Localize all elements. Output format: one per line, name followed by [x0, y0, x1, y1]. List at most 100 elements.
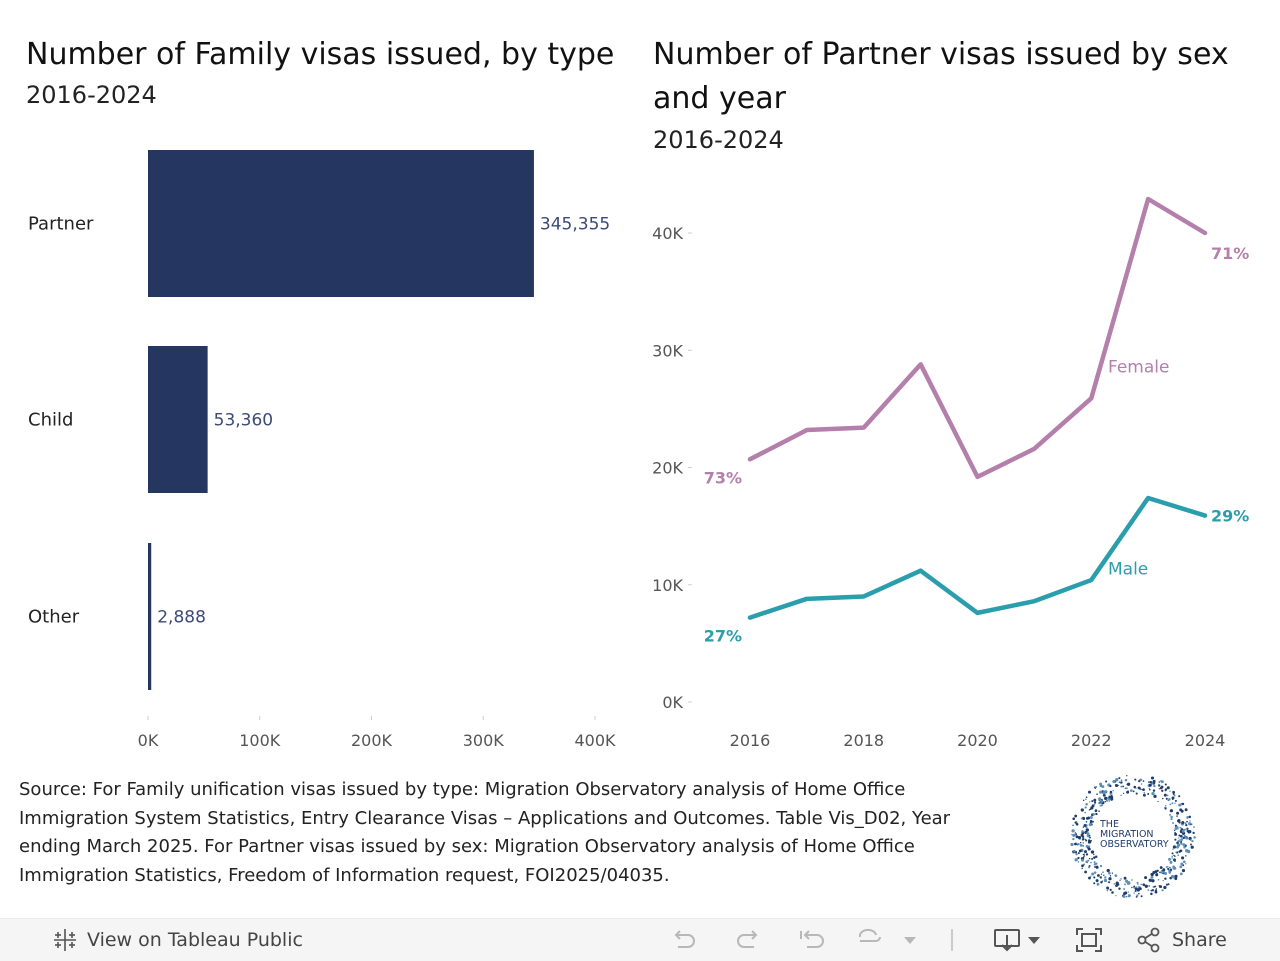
- logo-dot: [1106, 887, 1109, 890]
- line-series-name-label: Female: [1108, 358, 1169, 378]
- logo-dot: [1164, 794, 1167, 797]
- logo-dot: [1192, 832, 1194, 834]
- logo-dot: [1131, 887, 1132, 888]
- logo-dot: [1105, 790, 1108, 793]
- logo-dot: [1123, 888, 1125, 890]
- toolbar-divider: [950, 919, 954, 961]
- logo-dot: [1160, 866, 1163, 869]
- logo-dot: [1165, 808, 1167, 810]
- logo-dot: [1173, 867, 1176, 870]
- logo-dot: [1180, 838, 1183, 841]
- logo-dot: [1117, 883, 1119, 885]
- logo-dot: [1096, 793, 1098, 795]
- fullscreen-button[interactable]: [1074, 919, 1104, 961]
- logo-dot: [1080, 844, 1083, 847]
- redo-button[interactable]: [734, 919, 762, 961]
- logo-dot: [1095, 863, 1097, 865]
- revert-button[interactable]: [797, 919, 827, 961]
- download-icon: [993, 926, 1023, 954]
- logo-dot: [1120, 878, 1121, 879]
- logo-dot: [1086, 853, 1088, 855]
- logo-dot: [1108, 795, 1111, 798]
- logo-dot: [1168, 884, 1169, 885]
- logo-dot: [1099, 783, 1102, 786]
- logo-dot: [1077, 857, 1079, 859]
- logo-dot: [1138, 893, 1140, 895]
- logo-dot: [1100, 785, 1102, 787]
- logo-dot: [1128, 891, 1129, 892]
- logo-dot: [1124, 883, 1126, 885]
- refresh-icon: [856, 927, 886, 953]
- logo-dot: [1089, 858, 1090, 859]
- logo-dot: [1104, 879, 1107, 882]
- logo-dot: [1076, 853, 1078, 855]
- logo-dot: [1169, 877, 1172, 880]
- logo-dot: [1164, 872, 1167, 875]
- logo-dot: [1096, 866, 1099, 869]
- logo-dot: [1185, 849, 1188, 852]
- logo-dot: [1093, 882, 1095, 884]
- download-caret-icon: [1027, 935, 1041, 945]
- logo-dot: [1118, 777, 1120, 779]
- logo-dot: [1155, 891, 1158, 894]
- logo-dot: [1070, 843, 1073, 846]
- line-y-tick-label: 10K: [652, 576, 683, 595]
- logo-dot: [1105, 780, 1107, 782]
- source-note: Source: For Family unification visas iss…: [19, 776, 969, 890]
- logo-dot: [1167, 794, 1169, 796]
- share-button[interactable]: Share: [1136, 919, 1227, 961]
- logo-dot: [1082, 817, 1085, 820]
- logo-dot: [1186, 828, 1188, 830]
- logo-dot: [1144, 876, 1147, 879]
- logo-dot: [1174, 802, 1175, 803]
- logo-dot: [1171, 856, 1173, 858]
- logo-dot: [1108, 872, 1111, 875]
- refresh-dropdown[interactable]: [903, 919, 917, 961]
- refresh-button[interactable]: [856, 919, 886, 961]
- logo-dot: [1081, 830, 1084, 833]
- logo-dot: [1186, 837, 1189, 840]
- logo-dot: [1182, 803, 1184, 805]
- logo-dot: [1183, 846, 1186, 849]
- logo-dot: [1181, 810, 1184, 813]
- logo-dot: [1100, 881, 1102, 883]
- logo-dot: [1107, 890, 1109, 892]
- logo-dot: [1112, 790, 1114, 792]
- logo-dot: [1181, 841, 1183, 843]
- view-on-tableau-link[interactable]: View on Tableau Public: [52, 919, 303, 961]
- logo-dot: [1165, 790, 1167, 792]
- undo-button[interactable]: [670, 919, 698, 961]
- logo-dot: [1093, 799, 1096, 802]
- logo-dot: [1123, 793, 1124, 794]
- logo-dot: [1163, 886, 1166, 889]
- logo-dot: [1084, 850, 1087, 853]
- logo-dot: [1170, 816, 1173, 819]
- logo-dot: [1140, 789, 1141, 790]
- migration-observatory-logo[interactable]: THE MIGRATION OBSERVATORY: [1070, 773, 1196, 899]
- logo-dot: [1091, 858, 1093, 860]
- line-y-tick-label: 20K: [652, 459, 683, 478]
- logo-dot: [1085, 798, 1087, 800]
- logo-dot: [1153, 780, 1156, 783]
- logo-dot: [1189, 820, 1190, 821]
- logo-dot: [1071, 834, 1073, 836]
- logo-dot: [1182, 857, 1184, 859]
- logo-dot: [1148, 781, 1149, 782]
- bar-other: [148, 543, 151, 690]
- logo-dot: [1179, 865, 1182, 868]
- logo-dot: [1170, 809, 1173, 812]
- logo-dot: [1110, 889, 1112, 891]
- logo-dot: [1121, 779, 1123, 781]
- logo-dot: [1093, 876, 1095, 878]
- logo-dot: [1190, 839, 1192, 841]
- logo-dot: [1089, 809, 1090, 810]
- logo-dot: [1113, 883, 1115, 885]
- logo-dot: [1193, 836, 1196, 839]
- download-button[interactable]: [993, 919, 1041, 961]
- logo-dot: [1140, 889, 1142, 891]
- logo-dot: [1177, 854, 1179, 856]
- logo-dot: [1144, 792, 1146, 794]
- logo-dot: [1191, 846, 1194, 849]
